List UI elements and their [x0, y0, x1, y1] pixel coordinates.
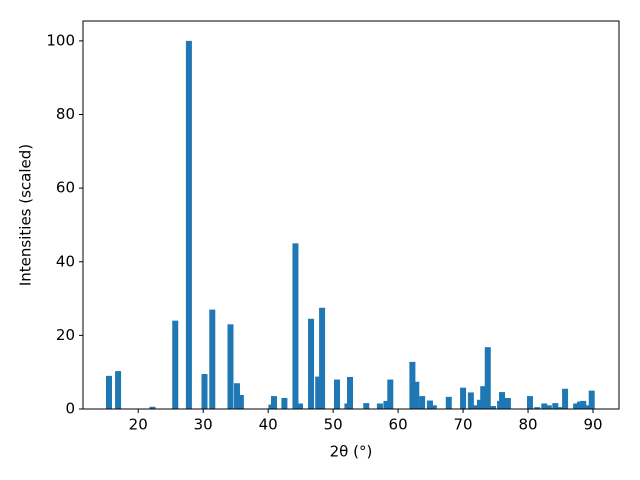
y-tick-label: 20	[56, 326, 75, 344]
bar	[541, 403, 548, 409]
bar	[467, 392, 474, 409]
x-tick-label: 60	[389, 416, 408, 434]
bar	[552, 403, 559, 409]
x-tick-label: 30	[194, 416, 213, 434]
bar	[526, 396, 533, 409]
bar	[484, 347, 491, 409]
bar	[271, 396, 278, 409]
bar	[334, 379, 341, 409]
bar	[480, 386, 487, 409]
bar	[387, 379, 394, 409]
bar	[545, 405, 552, 409]
bar	[308, 318, 315, 409]
bar	[363, 403, 370, 409]
bar	[413, 381, 420, 409]
y-tick-label: 100	[46, 31, 75, 49]
bar	[504, 397, 511, 409]
bar	[556, 407, 563, 409]
bar	[237, 395, 244, 409]
bar	[149, 406, 156, 409]
bar	[476, 399, 483, 409]
bar	[376, 403, 383, 409]
bar	[185, 40, 192, 409]
bar	[489, 406, 496, 409]
bar	[227, 324, 234, 409]
y-tick-label: 60	[56, 179, 75, 197]
x-tick-label: 70	[454, 416, 473, 434]
x-tick-label: 80	[518, 416, 537, 434]
bar	[430, 405, 437, 409]
bar	[580, 400, 587, 409]
y-tick-label: 0	[65, 400, 75, 418]
bar	[292, 243, 299, 409]
bar	[347, 376, 354, 409]
bar	[296, 403, 303, 409]
bar	[115, 371, 122, 409]
x-tick-label: 90	[583, 416, 602, 434]
y-axis-label: Intensities (scaled)	[17, 144, 35, 286]
bar	[573, 403, 580, 409]
x-tick-label: 40	[259, 416, 278, 434]
plot-frame	[82, 20, 620, 410]
bar	[315, 376, 322, 409]
bar	[172, 320, 179, 409]
y-tick-label: 40	[56, 252, 75, 270]
bar	[209, 309, 216, 409]
bar	[460, 387, 467, 409]
bar	[201, 374, 208, 409]
bar	[499, 392, 506, 409]
bar	[426, 400, 433, 409]
bar	[473, 405, 480, 409]
bar	[233, 383, 240, 409]
bar	[409, 361, 416, 409]
bar	[562, 388, 569, 409]
x-tick-label: 50	[324, 416, 343, 434]
bar	[534, 407, 541, 409]
y-tick-label: 80	[56, 105, 75, 123]
x-axis-label: 2θ (°)	[330, 443, 373, 461]
bar	[588, 390, 595, 409]
x-tick-label: 20	[129, 416, 148, 434]
bar	[105, 375, 112, 409]
bar	[577, 401, 584, 409]
bar	[281, 397, 288, 409]
bar	[383, 400, 390, 409]
bar	[584, 405, 591, 409]
bar	[419, 396, 426, 409]
bar	[445, 396, 452, 409]
bar	[319, 307, 326, 409]
